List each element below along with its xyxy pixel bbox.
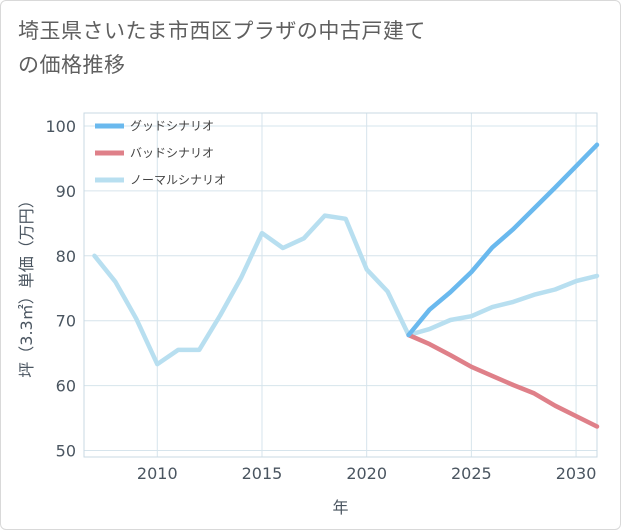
x-tick-label: 2030 xyxy=(556,464,597,483)
x-tick-label: 2010 xyxy=(137,464,178,483)
legend-label-0: グッドシナリオ xyxy=(130,119,214,133)
legend-label-1: バッドシナリオ xyxy=(130,146,214,160)
y-tick-label: 80 xyxy=(56,247,76,266)
series-line-2 xyxy=(92,213,600,367)
x-axis-title: 年 xyxy=(332,498,348,517)
y-tick-label: 70 xyxy=(56,312,76,331)
x-tick-label: 2025 xyxy=(451,464,492,483)
series-line-1 xyxy=(406,332,600,429)
series-layer xyxy=(92,142,600,429)
legend-label-2: ノーマルシナリオ xyxy=(130,173,226,187)
series-line-0 xyxy=(406,142,600,338)
y-tick-label: 100 xyxy=(45,117,76,136)
y-tick-label: 50 xyxy=(56,442,76,461)
x-tick-label: 2015 xyxy=(242,464,283,483)
grid xyxy=(84,113,597,457)
chart-title: 埼玉県さいたま市西区プラザの中古戸建ての価格推移 xyxy=(18,19,426,77)
plot-border xyxy=(83,112,598,458)
x-tick-label: 2020 xyxy=(346,464,387,483)
y-axis-title: 坪（3.3㎡）単価（万円） xyxy=(17,192,36,377)
y-tick-label: 90 xyxy=(56,182,76,201)
axis-ticks: 50 60 70 80 90 100 2010 2015 2020 2025 2030 xyxy=(45,117,596,483)
y-tick-label: 60 xyxy=(56,377,76,396)
